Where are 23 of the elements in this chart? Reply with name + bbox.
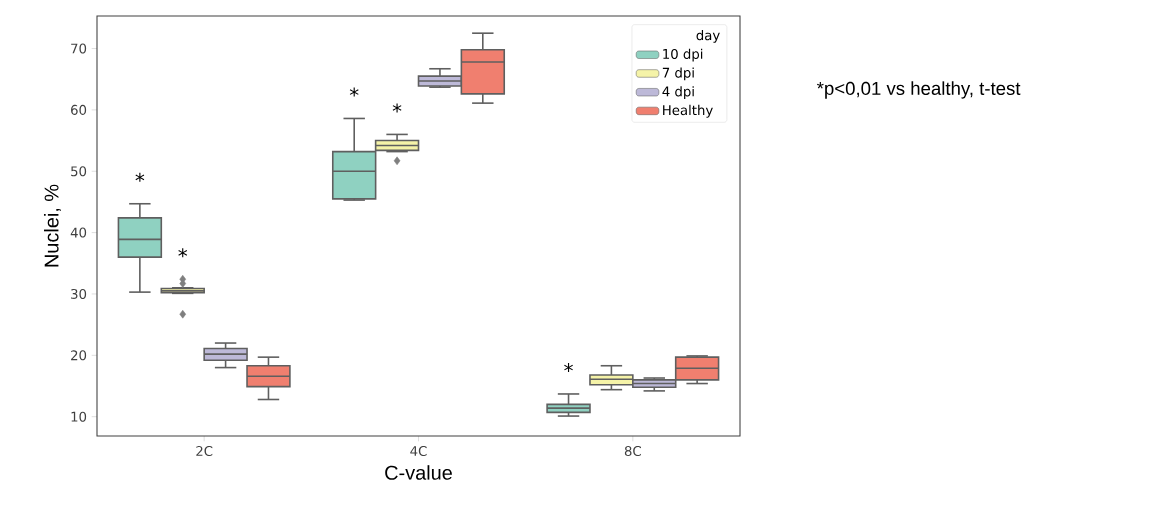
x-tick-label: 8C xyxy=(624,445,641,457)
legend-label: 7 dpi xyxy=(662,67,694,81)
text: *p<0,01 vs healthy, t-test xyxy=(817,81,1021,99)
annotation: * xyxy=(349,87,359,97)
y-tick-label: 70 xyxy=(71,43,87,54)
y-axis-title: Nuclei, % xyxy=(43,184,61,267)
y-tick-label: 50 xyxy=(71,166,87,177)
annotation: * xyxy=(392,103,402,113)
y-tick-label: 30 xyxy=(71,288,87,299)
x-tick-label: 4C xyxy=(410,445,427,457)
x-axis-title: C-value xyxy=(385,465,452,480)
legend-label: 10 dpi xyxy=(663,48,703,62)
legend-title: day xyxy=(696,29,720,43)
x-tick-label: 2C xyxy=(196,445,213,457)
annotation: * xyxy=(564,362,573,373)
y-tick-label: 60 xyxy=(71,104,87,115)
legend-label: Healthy xyxy=(663,104,713,118)
annotation: * xyxy=(135,172,145,182)
y-tick-label: 20 xyxy=(71,350,87,361)
y-tick-label: 10 xyxy=(71,411,87,422)
legend-label: 4 dpi xyxy=(662,86,694,100)
annotation: * xyxy=(178,248,188,258)
y-tick-label: 40 xyxy=(70,227,87,238)
